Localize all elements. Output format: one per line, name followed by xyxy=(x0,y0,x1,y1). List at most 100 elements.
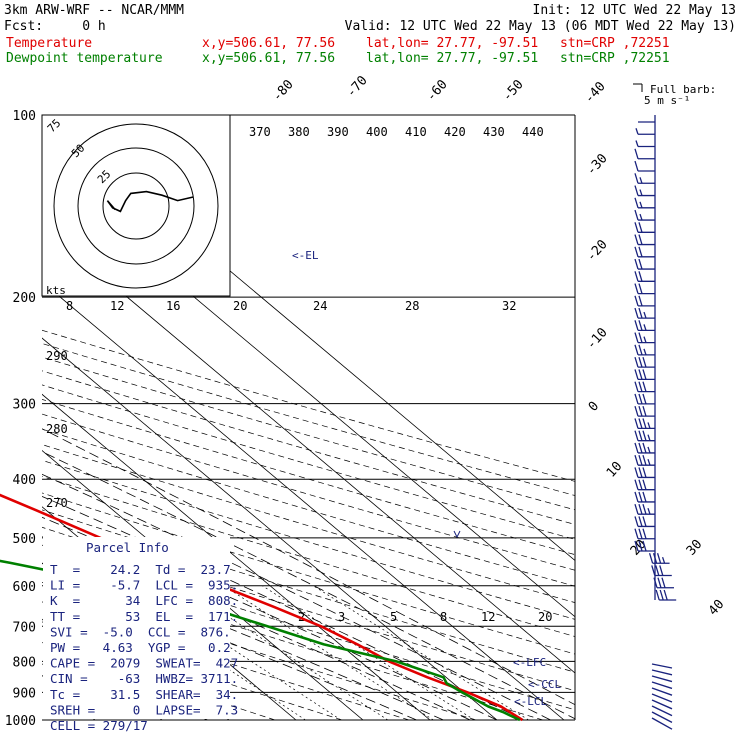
wind-barb-flag xyxy=(634,246,639,258)
wind-barb xyxy=(651,669,673,676)
wind-barb-flag xyxy=(638,381,643,392)
pressure-levels: 100 200 300 400 500 600 700 800 900 1000 xyxy=(5,109,576,729)
wind-barb-flag xyxy=(643,336,647,343)
wind-barb-flag xyxy=(634,454,639,466)
parcel-info-row: CELL = 279/17 xyxy=(50,718,148,733)
wind-barb-flag xyxy=(634,344,639,356)
wind-barb-flag xyxy=(639,201,643,209)
dew-station: stn=CRP ,72251 xyxy=(560,51,670,66)
wind-barb-flag xyxy=(634,197,639,208)
theta-label: 280 xyxy=(46,422,68,436)
isotherm xyxy=(42,393,431,720)
wind-barb-flag xyxy=(659,565,664,576)
isotherm-label: -80 xyxy=(270,77,297,104)
wind-barb-flag xyxy=(634,320,639,331)
theta-label: 400 xyxy=(366,125,388,139)
theta-label: 390 xyxy=(327,125,349,139)
wind-barb-flag xyxy=(647,507,651,515)
wind-barb-flag xyxy=(638,405,643,417)
wind-barb xyxy=(651,699,673,710)
wind-barb xyxy=(651,663,673,669)
lfc-marker: <-LFC xyxy=(513,656,546,669)
isotherm-label: 30 xyxy=(684,537,706,559)
wind-barb xyxy=(651,681,673,690)
wind-barb-flag xyxy=(634,283,639,294)
wind-barb-flag xyxy=(638,258,643,270)
wind-barb-flag xyxy=(634,442,639,454)
wind-barb-flag xyxy=(634,295,639,307)
isotherm-label: 20 xyxy=(628,537,650,559)
isotherm-label: 40 xyxy=(706,597,728,619)
mixing-ratio-line xyxy=(313,585,529,720)
wind-barb-flag xyxy=(638,454,643,466)
hodograph-ring xyxy=(102,172,170,240)
wind-barb-flag xyxy=(638,430,643,441)
isotherm xyxy=(42,337,498,720)
wind-barb-flag xyxy=(638,332,643,343)
isotherm xyxy=(42,225,575,674)
wind-barb-flag xyxy=(656,553,662,564)
wind-barb-flag xyxy=(663,589,668,601)
theta-label: 290 xyxy=(46,349,68,363)
wind-barb-flag xyxy=(638,528,643,539)
forecast-hour: Fcst: 0 h xyxy=(4,19,106,34)
wind-barb-flag xyxy=(638,307,643,319)
wind-barb-flag xyxy=(643,311,647,319)
temperature-legend: Temperature xyxy=(6,36,92,51)
wind-barb xyxy=(651,693,673,703)
wind-barb xyxy=(651,711,673,724)
parcel-info-row: LI = -5.7 LCL = 935. xyxy=(50,578,238,593)
moist-adiabat xyxy=(42,451,575,720)
hodograph-ring xyxy=(77,147,195,265)
pressure-label: 600 xyxy=(13,580,36,595)
wind-barb-flag xyxy=(634,516,639,527)
wind-barb-flag xyxy=(638,320,643,331)
wind-barb-flag xyxy=(642,430,647,441)
wind-barb-flag xyxy=(638,222,643,233)
isotherm-label: -40 xyxy=(582,79,609,106)
wind-barb-flag xyxy=(638,504,643,515)
isotherm-label: 0 xyxy=(586,399,602,415)
model-title: 3km ARW-WRF -- NCAR/MMM xyxy=(4,3,184,18)
wind-barb-flag xyxy=(652,553,658,564)
mixing-ratio-label: 3 xyxy=(338,610,345,624)
isotherm-label: -20 xyxy=(584,237,611,264)
temp-xy: x,y=506.61, 77.56 xyxy=(202,36,335,51)
pressure-label: 900 xyxy=(13,686,36,701)
dry-adiabat xyxy=(42,526,575,692)
wind-barb-flag xyxy=(638,491,643,503)
wind-barb-flag xyxy=(634,222,639,233)
parcel-info-row: CIN = -63 HWBZ= 3711. xyxy=(50,671,238,686)
hodograph-units: kts xyxy=(46,284,66,297)
wind-barb-flag xyxy=(634,258,639,270)
isotherm-label: -60 xyxy=(424,77,451,104)
pressure-label: 500 xyxy=(13,532,36,547)
wind-barb-flag xyxy=(638,234,643,245)
wind-barb-flag xyxy=(638,295,643,307)
mixing-ratio-label: 20 xyxy=(538,610,552,624)
wind-barb-flag xyxy=(634,393,639,405)
wind-barb-flag xyxy=(647,446,651,454)
mixing-ratio-label: 12 xyxy=(481,610,495,624)
wind-barb-flag xyxy=(647,434,651,441)
wind-barb-flag xyxy=(638,540,643,552)
theta-label: 420 xyxy=(444,125,466,139)
wind-barb-flag xyxy=(648,553,654,564)
parcel-info-row: SREH = 0 LAPSE= 7.3 xyxy=(50,702,238,717)
wetbulb-label: 24 xyxy=(313,299,327,313)
parcel-info-row: CAPE = 2079 SWEAT= 427 xyxy=(50,656,238,671)
barb-legend-value: 5 m s⁻¹ xyxy=(644,94,690,107)
dry-adiabat xyxy=(42,343,575,496)
isopleth-labels: -80 -70 -60 -50 -40 -30 -20 -10 0 10 20 30 40 370 380 3… xyxy=(46,73,727,624)
wind-barb-flag xyxy=(661,577,666,588)
wind-barb-flag xyxy=(634,467,639,478)
theta-label: 380 xyxy=(288,125,310,139)
wind-barb-flag xyxy=(638,344,643,356)
wetbulb-label: 12 xyxy=(110,299,124,313)
wind-barb-flag xyxy=(634,209,639,221)
wind-barb-flag xyxy=(638,356,643,368)
pressure-label: 200 xyxy=(13,291,36,306)
wind-barb xyxy=(651,705,673,717)
